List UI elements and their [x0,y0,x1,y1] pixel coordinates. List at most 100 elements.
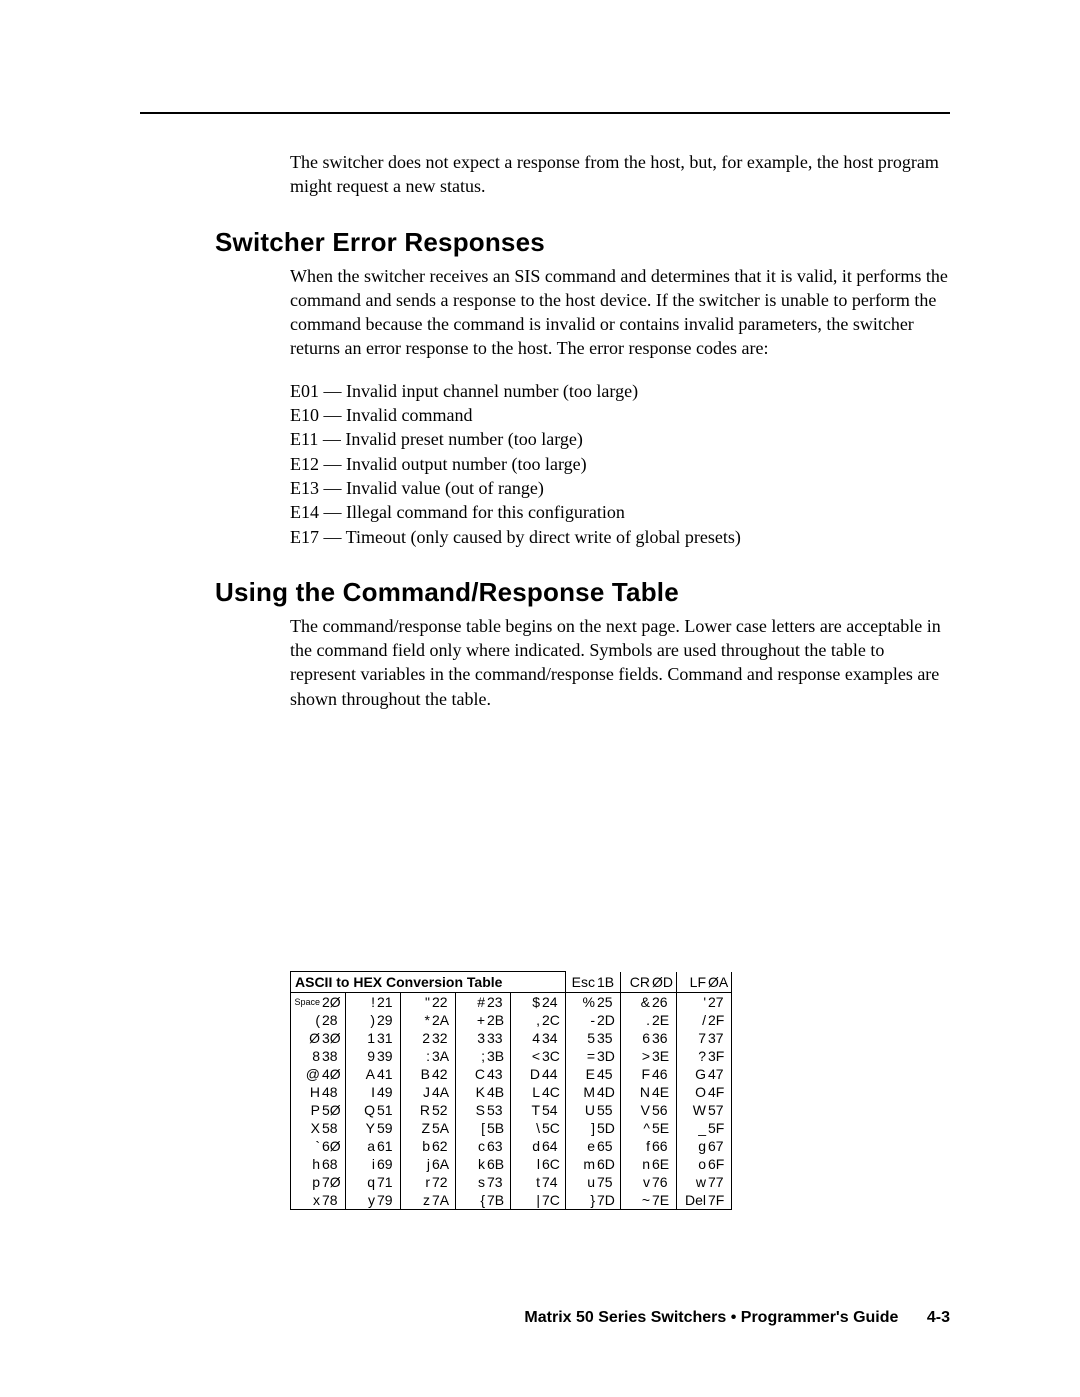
ascii-cell-hex: 41 [376,1065,401,1083]
ascii-cell-char: Ø [291,1029,322,1047]
using-paragraph: The command/response table begins on the… [290,614,950,711]
intro-paragraph: The switcher does not expect a response … [290,150,950,199]
ascii-cell-hex: 62 [431,1137,456,1155]
ascii-cell-char: F [621,1065,652,1083]
ascii-cell-hex: 6D [596,1155,621,1173]
ascii-cell-hex: 64 [541,1137,566,1155]
error-code: E11 — Invalid preset number (too large) [290,427,950,451]
ascii-cell-hex: 3C [541,1047,566,1065]
ascii-cell-char: ? [677,1047,708,1065]
ascii-hex-table: ASCII to HEX Conversion Table Esc 1B CR … [290,971,732,1210]
ascii-cell-hex: 5Ø [321,1101,346,1119]
error-code-list: E01 — Invalid input channel number (too … [290,379,950,549]
ascii-cell-char: > [621,1047,652,1065]
ascii-cell-hex: 3F [707,1047,732,1065]
ascii-cell-hex: 7D [596,1191,621,1210]
ascii-cell-char: } [566,1191,597,1210]
ascii-cell-char: I [346,1083,377,1101]
ascii-cell-hex: 54 [541,1101,566,1119]
ascii-cell-char: - [566,1011,597,1029]
ascii-cell-char: & [621,993,652,1012]
ascii-cell-hex: 5D [596,1119,621,1137]
ascii-cell-hex: 66 [651,1137,677,1155]
ascii-cell-char: B [401,1065,432,1083]
ascii-cell-hex: 4F [707,1083,732,1101]
ascii-cell-char: % [566,993,597,1012]
ascii-cell-char: s [456,1173,487,1191]
ascii-cell-hex: 4D [596,1083,621,1101]
ascii-cell-hex: 53 [486,1101,511,1119]
ascii-cell-char: ] [566,1119,597,1137]
ascii-cell-char: J [401,1083,432,1101]
ascii-cell-char: q [346,1173,377,1191]
ascii-cell-hex: 48 [321,1083,346,1101]
ascii-table-container: ASCII to HEX Conversion Table Esc 1B CR … [290,971,950,1210]
ascii-cell-char: ^ [621,1119,652,1137]
ascii-cell-char: ` [291,1137,322,1155]
ascii-table-row: x78y79z7A{7B|7C}7D~7EDel7F [291,1191,732,1210]
ascii-cell-hex: 3Ø [321,1029,346,1047]
ascii-cell-char: E [566,1065,597,1083]
footer-page-number: 4-3 [927,1309,950,1326]
ascii-cell-char: ; [456,1047,487,1065]
ascii-cell-hex: 77 [707,1173,732,1191]
ascii-cell-hex: 68 [321,1155,346,1173]
ascii-cell-char: 7 [677,1029,708,1047]
ascii-cell-char: y [346,1191,377,1210]
ascii-cell-hex: 44 [541,1065,566,1083]
ascii-cell-hex: 52 [431,1101,456,1119]
ascii-cell-hex: 69 [376,1155,401,1173]
ascii-cell-char: v [621,1173,652,1191]
ascii-cell-hex: 7B [486,1191,511,1210]
ascii-table-title: ASCII to HEX Conversion Table [291,972,566,993]
ascii-cell-hex: 4C [541,1083,566,1101]
ascii-cell-hex: 6Ø [321,1137,346,1155]
ascii-cell-char: l [511,1155,542,1173]
ascii-cell-hex: 3B [486,1047,511,1065]
ascii-cell-hex: 6C [541,1155,566,1173]
ascii-cell-hex: 65 [596,1137,621,1155]
error-code: E12 — Invalid output number (too large) [290,452,950,476]
ascii-cell-char: S [456,1101,487,1119]
ascii-cell-hex: 21 [376,993,401,1012]
ascii-cell-hex: 29 [376,1011,401,1029]
ascii-cell-hex: 5B [486,1119,511,1137]
ascii-cell-char: [ [456,1119,487,1137]
ascii-cell-char: , [511,1011,542,1029]
ascii-cell-char: k [456,1155,487,1173]
ascii-cell-hex: 28 [321,1011,346,1029]
ascii-cell-char: { [456,1191,487,1210]
ascii-cell-char: 9 [346,1047,377,1065]
ascii-cell-hex: 38 [321,1047,346,1065]
ascii-cell-hex: 79 [376,1191,401,1210]
ascii-cell-char: \ [511,1119,542,1137]
ascii-cell-char: b [401,1137,432,1155]
ascii-cell-hex: 2D [596,1011,621,1029]
ascii-table-row: `6Øa61b62c63d64e65f66g67 [291,1137,732,1155]
ascii-table-row: (28)29*2A+2B,2C-2D.2E/2F [291,1011,732,1029]
ascii-cell-hex: 2A [431,1011,456,1029]
ascii-cell-hex: 3E [651,1047,677,1065]
ascii-cell-hex: 56 [651,1101,677,1119]
ascii-cell-char: : [401,1047,432,1065]
ascii-cell-char: p [291,1173,322,1191]
ascii-cell-char: g [677,1137,708,1155]
ascii-cell-hex: 4B [486,1083,511,1101]
ascii-cell-char: n [621,1155,652,1173]
ascii-cell-char: ' [677,993,708,1012]
ascii-cell-hex: 25 [596,993,621,1012]
ascii-cell-hex: 42 [431,1065,456,1083]
ascii-cell-char: X [291,1119,322,1137]
ascii-cell-char: z [401,1191,432,1210]
heading-using-table: Using the Command/Response Table [215,577,950,608]
ascii-cell-char: d [511,1137,542,1155]
ascii-cell-char: G [677,1065,708,1083]
ascii-cell-hex: 58 [321,1119,346,1137]
ascii-cell-char: CR [621,972,652,993]
ascii-cell-hex: 59 [376,1119,401,1137]
ascii-cell-char: h [291,1155,322,1173]
ascii-cell-char: 5 [566,1029,597,1047]
ascii-cell-char: O [677,1083,708,1101]
page: The switcher does not expect a response … [0,0,1080,1397]
ascii-cell-hex: 5E [651,1119,677,1137]
